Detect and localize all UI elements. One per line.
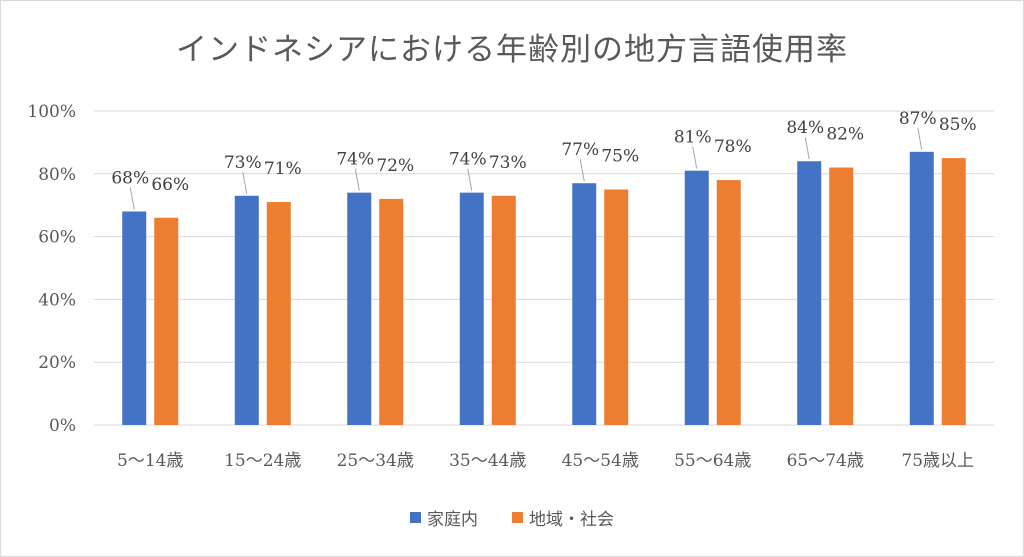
- y-tick-label: 100%: [27, 102, 76, 122]
- x-category-label: 5～14歳: [117, 451, 183, 471]
- x-category-label: 35～44歳: [449, 451, 526, 471]
- legend-swatch-community: [512, 512, 523, 523]
- leader-line: [242, 171, 248, 194]
- x-category-label: 15～24歳: [224, 451, 301, 471]
- leader-line: [692, 146, 698, 169]
- bar-community: [266, 202, 291, 425]
- bar-home: [459, 192, 484, 425]
- x-category-label: 25～34歳: [337, 451, 414, 471]
- bar-community: [604, 189, 629, 425]
- leader-line: [579, 159, 585, 182]
- bar-home: [347, 192, 372, 425]
- legend: 家庭内 地域・社会: [0, 505, 1024, 530]
- bar-community: [379, 198, 404, 425]
- data-label: 85%: [939, 115, 977, 135]
- bar-home: [909, 151, 934, 425]
- bar-home: [122, 211, 147, 425]
- data-label: 84%: [786, 118, 824, 138]
- data-label: 81%: [674, 128, 712, 148]
- data-label: 72%: [376, 156, 414, 176]
- y-tick-label: 0%: [49, 416, 76, 436]
- data-label: 77%: [561, 140, 599, 160]
- x-category-label: 55～64歳: [674, 451, 751, 471]
- y-tick-label: 80%: [38, 165, 76, 185]
- data-label: 82%: [826, 125, 864, 145]
- data-label: 73%: [224, 153, 262, 173]
- leader-line: [467, 168, 473, 191]
- leader-line: [354, 168, 360, 191]
- legend-item-home: 家庭内: [410, 505, 478, 530]
- y-tick-label: 40%: [38, 290, 76, 310]
- bar-home: [234, 195, 259, 425]
- chart-title: インドネシアにおける年齢別の地方言語使用率: [176, 32, 848, 68]
- legend-label-community: 地域・社会: [529, 510, 614, 530]
- bar-community: [154, 217, 179, 425]
- data-label: 87%: [899, 109, 937, 129]
- y-tick-label: 20%: [38, 353, 76, 373]
- data-label: 74%: [336, 150, 374, 170]
- legend-item-community: 地域・社会: [512, 505, 614, 530]
- legend-swatch-home: [410, 512, 421, 523]
- data-label: 68%: [111, 168, 149, 188]
- bar-community: [716, 180, 741, 425]
- x-category-label: 45～54歳: [562, 451, 639, 471]
- data-label: 78%: [714, 137, 752, 157]
- x-category-label: 65～74歳: [787, 451, 864, 471]
- bar-home: [797, 161, 822, 426]
- bar-community: [829, 167, 854, 425]
- data-label: 75%: [601, 147, 639, 167]
- x-category-label: 75歳以上: [901, 451, 974, 471]
- leader-line: [804, 137, 810, 160]
- data-label: 71%: [264, 159, 302, 179]
- y-tick-label: 60%: [38, 228, 76, 248]
- data-label: 66%: [151, 175, 189, 195]
- data-label: 73%: [489, 153, 527, 173]
- legend-label-home: 家庭内: [427, 510, 478, 530]
- bar-home: [572, 183, 597, 425]
- bar-community: [941, 158, 966, 425]
- bar-home: [684, 170, 709, 425]
- bar-community: [491, 195, 516, 425]
- leader-line: [917, 127, 923, 150]
- leader-line: [129, 187, 135, 210]
- data-label: 74%: [449, 150, 487, 170]
